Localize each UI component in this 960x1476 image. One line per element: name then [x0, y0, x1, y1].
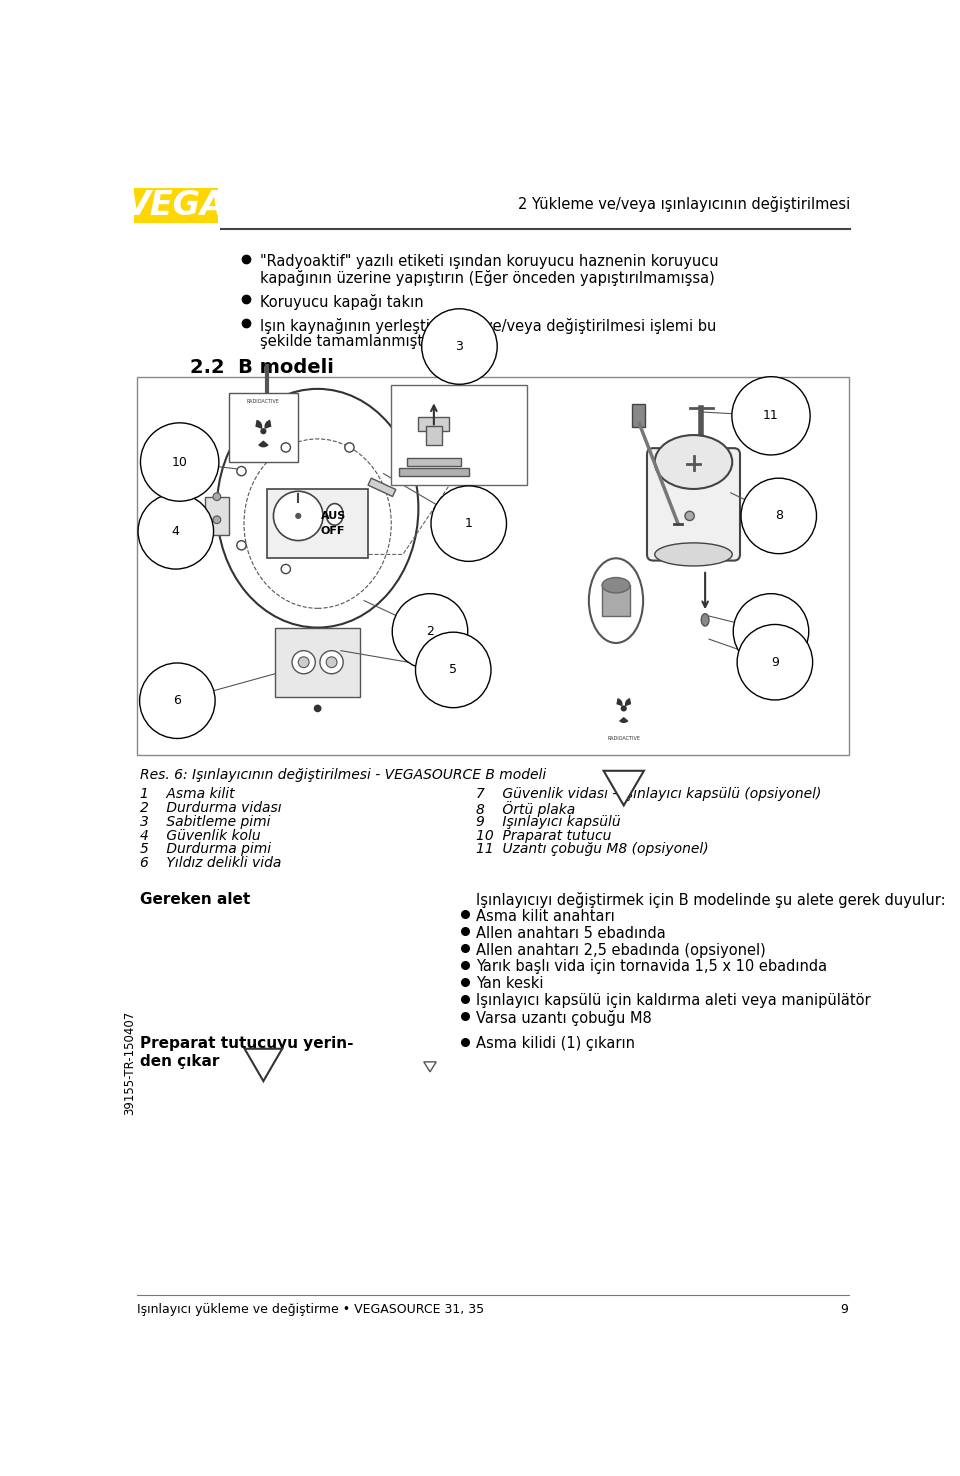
Wedge shape: [619, 717, 629, 723]
Text: 9    Işınlayıcı kapsülü: 9 Işınlayıcı kapsülü: [476, 815, 621, 828]
Bar: [134, 187, 218, 223]
Text: 3: 3: [455, 339, 464, 353]
Text: 2    Durdurma vidası: 2 Durdurma vidası: [140, 801, 282, 815]
Text: 5: 5: [449, 663, 457, 676]
Circle shape: [314, 704, 322, 713]
Text: 8    Örtü plaka: 8 Örtü plaka: [476, 801, 576, 816]
Text: 1: 1: [465, 517, 472, 530]
Text: şekilde tamamlanmıştır: şekilde tamamlanmıştır: [259, 334, 433, 350]
Text: 39155-TR-150407: 39155-TR-150407: [123, 1011, 135, 1114]
Bar: [399, 468, 468, 475]
Text: Gereken alet: Gereken alet: [140, 892, 251, 906]
Text: VEGA: VEGA: [125, 189, 227, 221]
Text: 5    Durdurma pimi: 5 Durdurma pimi: [140, 843, 272, 856]
Text: Yarık başlı vida için tornavida 1,5 x 10 ebadında: Yarık başlı vida için tornavida 1,5 x 10…: [476, 959, 828, 974]
Text: AUS: AUS: [321, 511, 346, 521]
Ellipse shape: [588, 558, 643, 644]
Wedge shape: [625, 698, 631, 707]
Text: 11: 11: [763, 409, 779, 422]
Bar: [602, 584, 630, 615]
Text: Işınlayıcı kapsülü için kaldırma aleti veya manipülätör: Işınlayıcı kapsülü için kaldırma aleti v…: [476, 993, 871, 1008]
Text: 9: 9: [841, 1303, 849, 1317]
Text: Işınlayıcı yükleme ve değiştirme • VEGASOURCE 31, 35: Işınlayıcı yükleme ve değiştirme • VEGAS…: [137, 1303, 484, 1317]
Wedge shape: [616, 698, 623, 707]
Polygon shape: [245, 1049, 282, 1080]
Ellipse shape: [655, 435, 732, 489]
Wedge shape: [255, 419, 262, 430]
Text: 10  Praparat tutucu: 10 Praparat tutucu: [476, 828, 612, 843]
Ellipse shape: [217, 388, 419, 627]
Circle shape: [237, 540, 246, 551]
Text: 2.2  B modeli: 2.2 B modeli: [190, 359, 334, 376]
Circle shape: [299, 657, 309, 667]
Text: Varsa uzantı çobuğu M8: Varsa uzantı çobuğu M8: [476, 1010, 652, 1026]
Ellipse shape: [602, 577, 630, 593]
Circle shape: [274, 492, 324, 540]
Circle shape: [237, 466, 246, 475]
Circle shape: [326, 657, 337, 667]
Text: 3    Sabitleme pimi: 3 Sabitleme pimi: [140, 815, 271, 828]
Text: RADIOACTIVE: RADIOACTIVE: [247, 399, 280, 404]
Circle shape: [213, 517, 221, 524]
Polygon shape: [604, 770, 644, 806]
Text: 11  Uzantı çobuğu M8 (opsiyonel): 11 Uzantı çobuğu M8 (opsiyonel): [476, 843, 709, 856]
Text: Asma kilidi (1) çıkarın: Asma kilidi (1) çıkarın: [476, 1036, 636, 1051]
Text: 8: 8: [775, 509, 782, 523]
Text: "Radyoaktif" yazılı etiketi ışından koruyucu haznenin koruyucu: "Radyoaktif" yazılı etiketi ışından koru…: [259, 254, 718, 269]
Text: Res. 6: Işınlayıcının değiştirilmesi - VEGASOURCE B modeli: Res. 6: Işınlayıcının değiştirilmesi - V…: [140, 769, 546, 782]
Text: Allen anahtarı 5 ebadında: Allen anahtarı 5 ebadında: [476, 925, 666, 940]
Ellipse shape: [655, 543, 732, 565]
Circle shape: [320, 651, 344, 673]
Bar: [407, 458, 461, 466]
Bar: [368, 478, 396, 496]
Wedge shape: [264, 419, 272, 430]
Bar: [267, 489, 368, 558]
Text: Koruyucu kapağı takın: Koruyucu kapağı takın: [259, 294, 423, 310]
Text: Allen anahtarı 2,5 ebadında (opsiyonel): Allen anahtarı 2,5 ebadında (opsiyonel): [476, 943, 766, 958]
FancyBboxPatch shape: [647, 449, 740, 561]
Text: 2: 2: [426, 624, 434, 638]
Text: kapağının üzerine yapıştırın (Eğer önceden yapıştırılmamışsa): kapağının üzerine yapıştırın (Eğer önced…: [259, 270, 714, 286]
Text: Asma kilit anahtarı: Asma kilit anahtarı: [476, 909, 615, 924]
Polygon shape: [423, 1061, 436, 1072]
Wedge shape: [258, 440, 269, 447]
Bar: [275, 627, 360, 697]
Circle shape: [260, 428, 267, 434]
Text: Preparat tutucuyu yerin-
den çıkar: Preparat tutucuyu yerin- den çıkar: [140, 1036, 353, 1069]
Circle shape: [295, 512, 301, 520]
Circle shape: [281, 564, 291, 574]
Text: 1    Asma kilit: 1 Asma kilit: [140, 787, 235, 801]
Circle shape: [621, 706, 627, 711]
Text: Işın kaynağının yerleştirilmesi ve/veya değiştirilmesi işlemi bu: Işın kaynağının yerleştirilmesi ve/veya …: [259, 317, 716, 334]
Ellipse shape: [701, 614, 709, 626]
Text: 4: 4: [172, 525, 180, 537]
Text: 6: 6: [174, 694, 181, 707]
Text: 7    Güvenlik vidası - Işınlayıcı kapsülü (opsiyonel): 7 Güvenlik vidası - Işınlayıcı kapsülü (…: [476, 787, 822, 801]
Circle shape: [213, 493, 221, 500]
Text: Yan keski: Yan keski: [476, 977, 544, 992]
Circle shape: [281, 443, 291, 452]
Bar: [228, 393, 299, 462]
Text: RADIOACTIVE: RADIOACTIVE: [608, 737, 640, 741]
Bar: [419, 418, 449, 431]
Bar: [205, 496, 228, 536]
Ellipse shape: [326, 503, 344, 525]
Text: 6    Yıldız delikli vida: 6 Yıldız delikli vida: [140, 856, 281, 871]
Circle shape: [292, 651, 315, 673]
Text: 7: 7: [767, 624, 775, 638]
Text: 10: 10: [172, 456, 187, 468]
Bar: [137, 378, 849, 754]
Text: 2 Yükleme ve/veya ışınlayıcının değiştirilmesi: 2 Yükleme ve/veya ışınlayıcının değiştir…: [517, 196, 850, 213]
Text: 9: 9: [771, 655, 779, 669]
Text: OFF: OFF: [321, 527, 346, 536]
Text: 4    Güvenlik kolu: 4 Güvenlik kolu: [140, 828, 261, 843]
Text: Işınlayıcıyı değiştirmek için B modelinde şu alete gerek duyulur:: Işınlayıcıyı değiştirmek için B modelind…: [476, 892, 947, 908]
Circle shape: [345, 443, 354, 452]
Circle shape: [685, 511, 694, 521]
Polygon shape: [632, 404, 645, 428]
Bar: [426, 427, 442, 446]
Bar: [392, 385, 527, 486]
